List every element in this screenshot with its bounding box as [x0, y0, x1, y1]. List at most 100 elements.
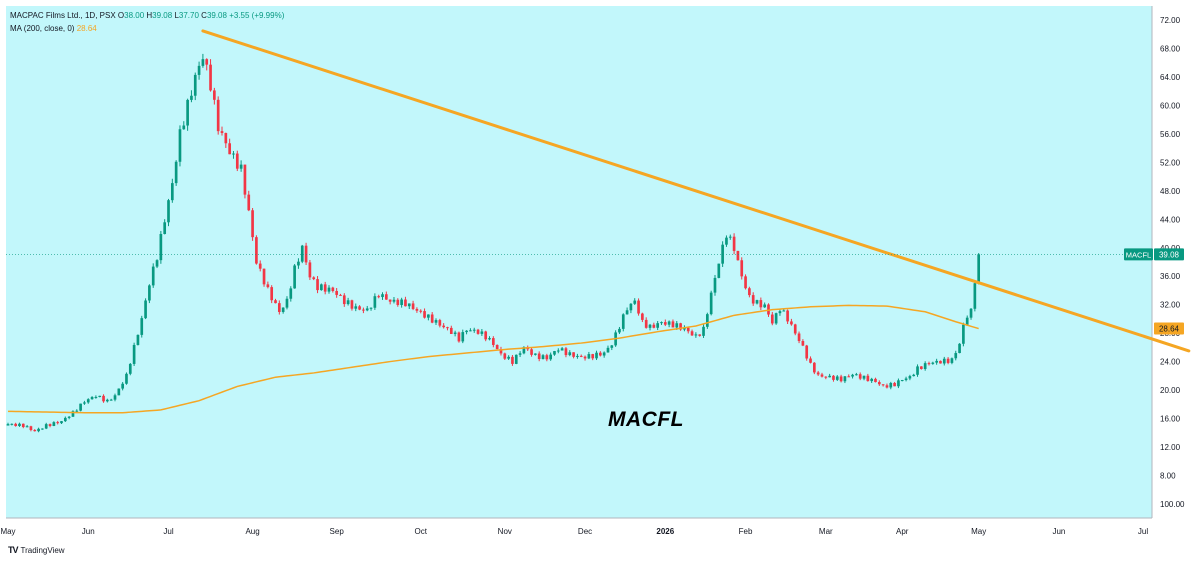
- candle: [140, 315, 144, 338]
- candle: [384, 291, 388, 300]
- candle: [277, 300, 281, 315]
- x-tick-label: Jun: [1052, 527, 1065, 536]
- legend-ma-value: 28.64: [76, 24, 97, 33]
- candle: [335, 288, 338, 298]
- candle: [927, 361, 931, 366]
- candle: [786, 309, 789, 325]
- x-tick-label: May: [0, 527, 15, 536]
- candle: [591, 353, 595, 361]
- candle: [862, 375, 866, 381]
- candle: [136, 334, 140, 346]
- candle: [113, 393, 117, 402]
- candle: [354, 303, 358, 312]
- candle: [744, 274, 747, 290]
- candle: [228, 138, 231, 155]
- candle: [41, 428, 44, 430]
- candle: [281, 307, 285, 314]
- x-tick-label: Jul: [163, 527, 173, 536]
- legend-low: 37.70: [178, 11, 199, 20]
- candle: [920, 366, 923, 370]
- candle: [316, 276, 319, 294]
- candle: [430, 312, 434, 324]
- candle: [346, 297, 350, 306]
- candle: [579, 354, 583, 358]
- candle: [923, 361, 927, 371]
- candle: [438, 318, 442, 328]
- candle: [255, 235, 258, 265]
- candle: [774, 312, 778, 325]
- candle: [365, 305, 369, 312]
- candle: [125, 372, 128, 385]
- candle: [602, 351, 606, 358]
- candle: [751, 292, 755, 306]
- candle: [633, 298, 637, 305]
- candle: [656, 320, 660, 331]
- last-price-symbol: MACFL: [1126, 250, 1151, 259]
- candle: [331, 286, 335, 293]
- candle: [725, 235, 728, 247]
- candle: [595, 350, 598, 361]
- y-tick-label: 8.00: [1160, 471, 1176, 480]
- candle: [545, 353, 549, 362]
- candle: [60, 420, 63, 424]
- candle: [572, 352, 575, 359]
- candle: [163, 219, 167, 235]
- candle: [94, 395, 98, 399]
- candle: [950, 357, 954, 365]
- candle: [877, 380, 881, 386]
- candle: [618, 326, 621, 334]
- legend-open-label: O: [117, 11, 125, 20]
- y-tick-label: 12.00: [1160, 443, 1181, 452]
- legend-ma-row: MA (200, close, 0) 28.64: [10, 22, 284, 35]
- candle: [442, 323, 445, 329]
- candle: [625, 307, 629, 315]
- y-tick-label: 72.00: [1160, 16, 1181, 25]
- candle: [63, 416, 67, 422]
- legend-close: 39.08: [206, 11, 227, 20]
- candle: [18, 422, 21, 427]
- candle: [33, 429, 37, 432]
- candle: [530, 347, 533, 357]
- legend-low-label: L: [174, 11, 179, 20]
- candle: [839, 374, 843, 383]
- candle: [874, 377, 877, 383]
- candle: [942, 356, 946, 366]
- last-price-value: 39.08: [1159, 250, 1180, 259]
- candle: [109, 398, 113, 401]
- y-tick-label: 36.00: [1160, 272, 1181, 281]
- candle: [159, 230, 163, 264]
- candle: [870, 377, 874, 383]
- candle: [461, 329, 465, 344]
- x-tick-label: Dec: [578, 527, 592, 536]
- x-tick-label: Jul: [1138, 527, 1148, 536]
- candle: [201, 53, 205, 68]
- candle: [641, 312, 644, 323]
- candle: [369, 307, 373, 311]
- candle: [576, 353, 579, 359]
- candle: [239, 160, 243, 172]
- candle: [350, 299, 354, 311]
- y-tick-label: 100.00: [1160, 500, 1185, 509]
- candle: [427, 314, 430, 321]
- candle: [411, 300, 415, 311]
- candle: [56, 420, 60, 425]
- trendline: [201, 29, 1191, 353]
- candle: [908, 374, 912, 381]
- brand-footer[interactable]: TV TradingView: [8, 545, 65, 555]
- candle: [507, 355, 510, 360]
- candle: [797, 331, 801, 344]
- candle: [564, 346, 568, 358]
- candle: [824, 376, 828, 380]
- candle: [652, 322, 656, 329]
- candle: [151, 263, 155, 288]
- candle: [106, 398, 109, 403]
- candle: [805, 344, 809, 361]
- y-tick-label: 20.00: [1160, 386, 1181, 395]
- candle: [472, 327, 476, 333]
- candle: [793, 323, 797, 336]
- candle: [885, 383, 889, 389]
- candle: [52, 421, 56, 427]
- candle: [977, 253, 981, 285]
